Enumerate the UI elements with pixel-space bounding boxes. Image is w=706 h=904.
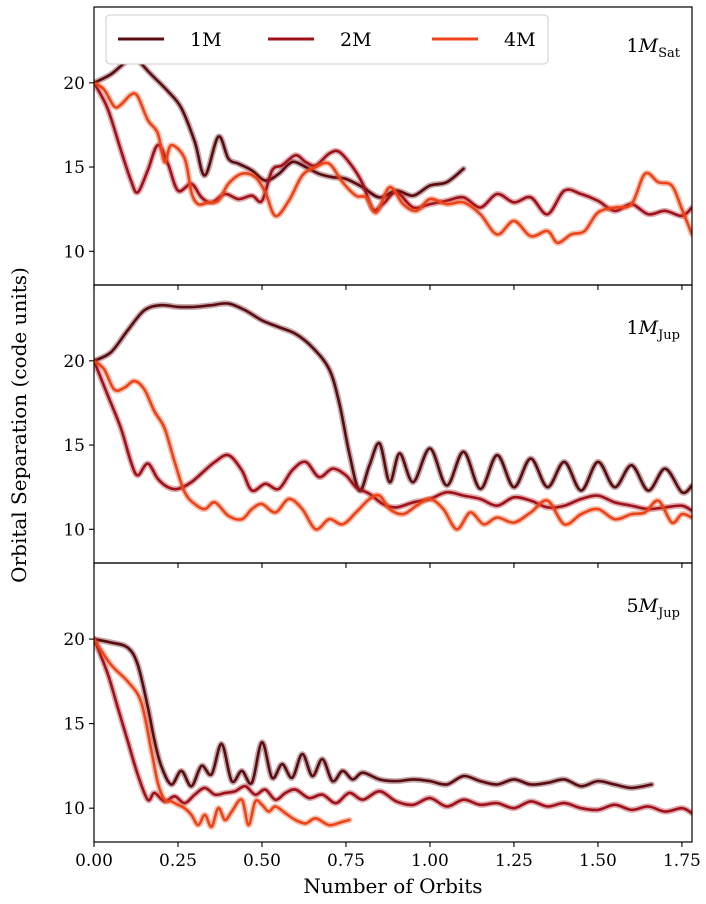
series-1M-line-panel-3 (94, 637, 653, 790)
series-1M-line-panel-1 (94, 57, 465, 199)
x-tick-label: 0.75 (327, 851, 365, 871)
x-tick-label: 0.50 (243, 851, 281, 871)
y-tick-label: 15 (63, 436, 85, 456)
y-tick-label: 15 (63, 158, 85, 178)
panel-1-series (94, 56, 692, 246)
x-tick-label: 0.25 (159, 851, 197, 871)
legend: 1M 2M 4M (105, 14, 549, 65)
series-4M-line-panel-3 (94, 637, 351, 829)
x-tick-labels: 0.00 0.25 0.50 0.75 1.00 1.25 1.50 1.75 (75, 851, 701, 871)
panel-3-series (94, 636, 692, 830)
x-tick-label: 1.75 (663, 851, 701, 871)
series-2M-line-panel-1 (94, 81, 692, 218)
x-tick-label: 1.25 (495, 851, 533, 871)
series-2M-line-panel-2 (94, 359, 692, 513)
panel-3-frame (93, 562, 693, 843)
panel-2: 10 15 20 1MJup (63, 284, 693, 568)
series-4M-line-panel-2 (94, 359, 692, 531)
legend-label-2M: 2M (340, 29, 372, 51)
y-tick-label: 20 (63, 352, 85, 372)
x-tick-label: 0.00 (75, 851, 113, 871)
panel-1: 10 15 20 1MSat (63, 6, 693, 290)
panel-1-mass-label: 1MSat (627, 35, 681, 61)
panel-3-mass-label: 5MJup (627, 595, 680, 621)
panel-2-series (94, 300, 692, 533)
x-axis-label: Number of Orbits (303, 874, 482, 898)
y-tick-label: 10 (63, 799, 85, 819)
y-tick-label: 10 (63, 242, 85, 262)
y-tick-label: 15 (63, 715, 85, 735)
series-2M-line-panel-3 (94, 637, 692, 815)
y-tick-label: 20 (63, 630, 85, 650)
legend-label-4M: 4M (504, 29, 536, 51)
x-tick-label: 1.50 (579, 851, 617, 871)
panel-3: 10 15 20 5MJup (63, 562, 693, 847)
panel-2-mass-label: 1MJup (627, 317, 680, 343)
y-axis-label: Orbital Separation (code units) (7, 267, 31, 583)
series-4M-line-panel-1 (94, 81, 692, 245)
legend-label-1M: 1M (190, 29, 222, 51)
y-tick-label: 10 (63, 520, 85, 540)
panels: 10 15 20 1MSat 10 15 20 1MJup 10 15 20 5MJup 0.00 0.2… (63, 6, 701, 871)
x-tick-label: 1.00 (411, 851, 449, 871)
y-tick-label: 20 (63, 74, 85, 94)
series-1M-line-panel-2 (94, 302, 692, 495)
legend-box (105, 14, 549, 65)
